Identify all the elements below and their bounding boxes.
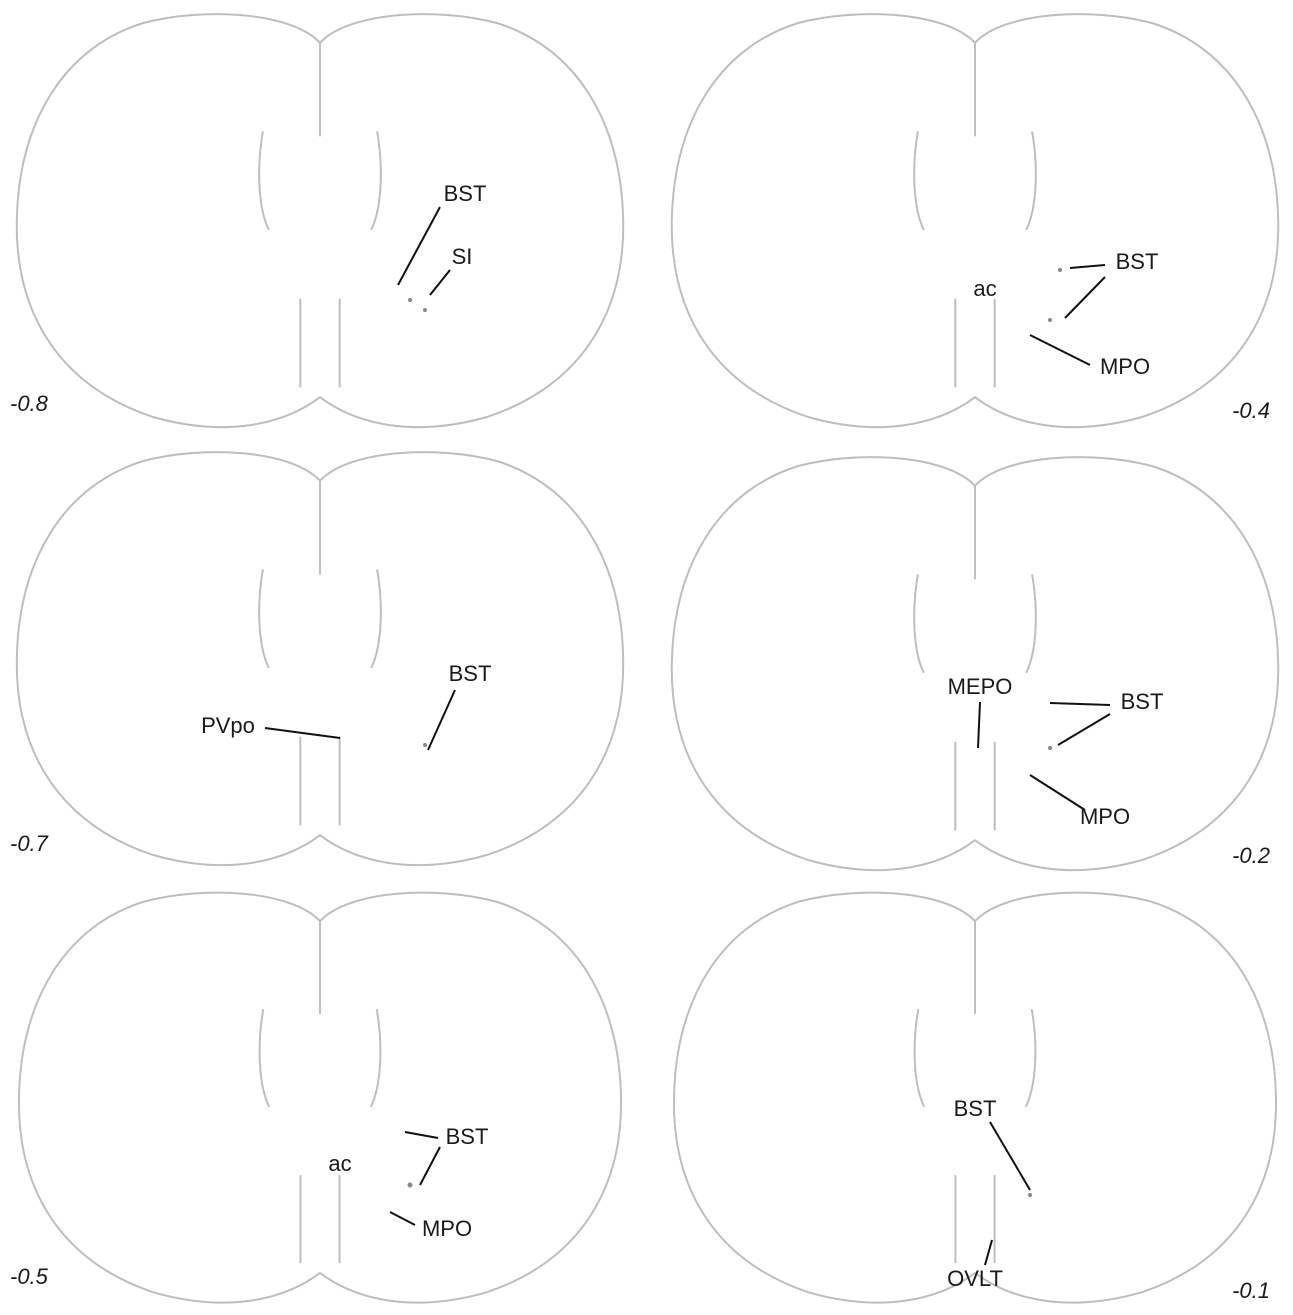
leader-line: [1065, 277, 1105, 318]
cell-dot: [1048, 318, 1052, 322]
leader-line: [405, 1132, 438, 1138]
leader-line: [990, 1122, 1030, 1190]
cell-dot: [408, 298, 412, 302]
section-outline: [672, 14, 1278, 427]
cell-dot: [1028, 1193, 1032, 1197]
region-label: SI: [452, 244, 473, 269]
leader-line: [398, 207, 440, 285]
leader-line: [420, 1147, 440, 1185]
stipple: [408, 268, 1063, 1197]
section-level: -0.7: [10, 831, 49, 856]
region-label: BST: [444, 181, 487, 206]
cell-dot: [1048, 746, 1052, 750]
cell-dot: [408, 1183, 413, 1188]
region-label: ac: [328, 1151, 351, 1176]
page: {"panels": [ {"level": "-0.8", "labels":…: [0, 0, 1293, 1315]
section-level: -0.5: [10, 1264, 49, 1289]
region-label: BST: [449, 661, 492, 686]
leader-line: [428, 690, 455, 750]
region-label: MEPO: [948, 674, 1013, 699]
region-label: BST: [446, 1124, 489, 1149]
region-label: MPO: [1100, 354, 1150, 379]
leader-line: [1030, 335, 1090, 365]
section-outline: [17, 452, 623, 865]
section-outline: [19, 893, 621, 1303]
leader-line: [985, 1240, 992, 1265]
leader-line: [1058, 714, 1110, 745]
leader-line: [1070, 265, 1105, 268]
leader-line: [430, 270, 450, 295]
region-label: ac: [973, 276, 996, 301]
cell-dot: [423, 743, 427, 747]
section-level: -0.4: [1232, 398, 1270, 423]
sections: [17, 14, 1278, 1302]
leader-line: [1030, 775, 1085, 810]
region-label: MPO: [422, 1216, 472, 1241]
cell-dot: [1058, 268, 1062, 272]
section-outline: [672, 457, 1278, 870]
section-outline: [17, 14, 623, 427]
region-label: PVpo: [201, 713, 255, 738]
labels: BST SI -0.8 BST ac MPO -0.4 BST PVpo -0.…: [10, 181, 1270, 1303]
region-label: BST: [954, 1096, 997, 1121]
region-label: OVLT: [947, 1266, 1003, 1291]
leader-line: [390, 1212, 415, 1225]
section-level: -0.1: [1232, 1278, 1270, 1303]
region-label: MPO: [1080, 804, 1130, 829]
region-label: BST: [1121, 689, 1164, 714]
section-level: -0.2: [1232, 843, 1270, 868]
cell-dot: [423, 308, 427, 312]
leader-line: [265, 728, 340, 738]
leader-line: [1050, 703, 1110, 705]
leader-line: [978, 702, 980, 748]
section-level: -0.8: [10, 391, 49, 416]
figure: BST SI -0.8 BST ac MPO -0.4 BST PVpo -0.…: [0, 0, 1293, 1315]
region-label: BST: [1116, 249, 1159, 274]
